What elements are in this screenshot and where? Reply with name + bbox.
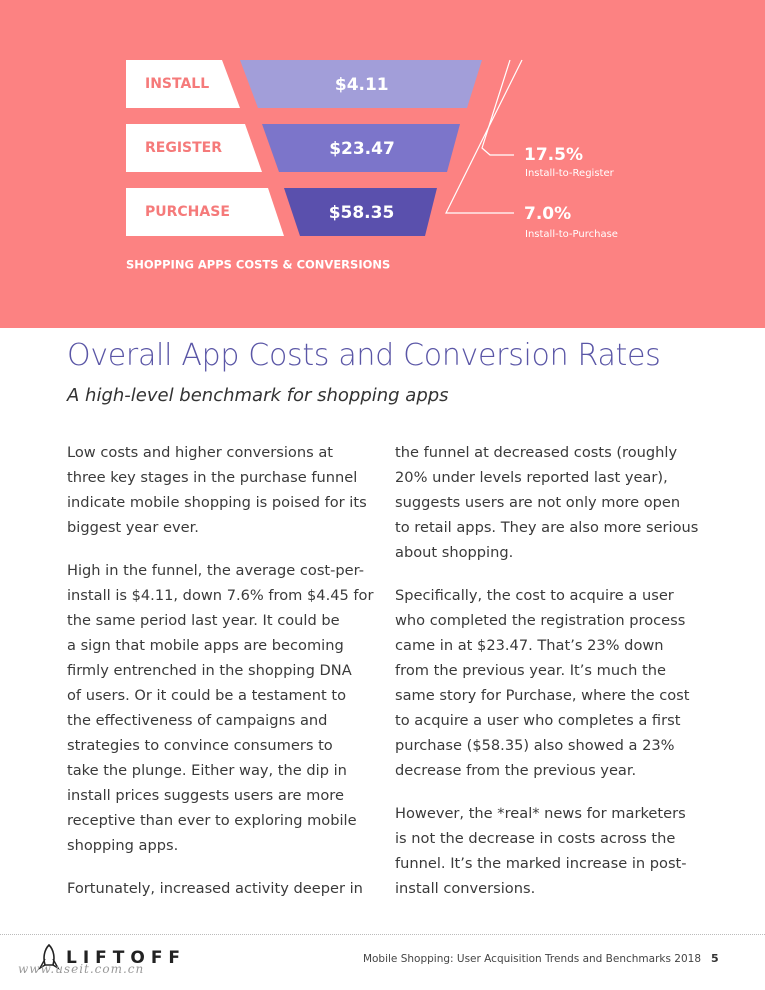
conversion-value: 7.0% (524, 204, 571, 224)
text-line: However, the *real* news for marketers (395, 805, 686, 822)
logo-icon (38, 944, 60, 970)
text-line: the same period last year. It could be (67, 612, 340, 629)
paragraph: However, the *real* news for marketers is… (395, 801, 715, 901)
text-line: to acquire a user who completes a first (395, 712, 681, 729)
text-line: who completed the registration process (395, 612, 686, 629)
text-line: biggest year ever. (67, 519, 199, 536)
text-line: suggests users are not only more open (395, 494, 681, 511)
stage-label: REGISTER (145, 140, 222, 156)
text-line: to retail apps. They are also more serio… (395, 519, 699, 536)
text-line: funnel. It’s the marked increase in post… (395, 855, 687, 872)
stage-label-box (126, 124, 262, 172)
footer-text: Mobile Shopping: User Acquisition Trends… (362, 953, 701, 965)
text-line: install conversions. (395, 880, 536, 897)
footer-rule (0, 934, 765, 935)
paragraph: Low costs and higher conversions at three… (67, 440, 387, 540)
text-line: a sign that mobile apps are becoming (67, 637, 344, 654)
text-line: shopping apps. (67, 837, 179, 854)
bracket (445, 59, 523, 214)
text-line: receptive than ever to exploring mobile (67, 812, 357, 829)
text-line: from the previous year. It’s much the (395, 662, 666, 679)
paragraph: Fortunately, increased activity deeper i… (67, 876, 387, 901)
logo: LIFTOFF (66, 948, 187, 968)
text-line: about shopping. (395, 544, 514, 561)
stage-label-box (126, 188, 284, 236)
stage-label: INSTALL (145, 76, 209, 92)
subtitle: A high-level benchmark for shopping apps (67, 385, 449, 406)
bracket (481, 59, 514, 156)
text-line: purchase ($58.35) also showed a 23% (395, 737, 675, 754)
paragraph: High in the funnel, the average cost-per… (67, 558, 387, 858)
text-line: the effectiveness of campaigns and (67, 712, 328, 729)
text-line: three key stages in the purchase funnel (67, 469, 358, 486)
stage-value: $23.47 (329, 139, 395, 159)
conversion-value: 17.5% (524, 145, 583, 165)
text-line: Fortunately, increased activity deeper i… (67, 880, 363, 897)
conversion-label: Install-to-Purchase (525, 229, 618, 240)
watermark: www.useit.com.cn (18, 962, 145, 976)
text-line: strategies to convince consumers to (67, 737, 333, 754)
text-line: take the plunge. Either way, the dip in (67, 762, 347, 779)
text-line: the funnel at decreased costs (roughly (395, 444, 678, 461)
text-column: Low costs and higher conversions at three… (67, 440, 387, 919)
stage-label-box (126, 60, 240, 108)
text-line: Specifically, the cost to acquire a user (395, 587, 674, 604)
conversion-label: Install-to-Register (525, 168, 615, 179)
text-line: firmly entrenched in the shopping DNA (67, 662, 352, 679)
caption: SHOPPING APPS COSTS & CONVERSIONS (126, 258, 390, 272)
stage-bar (240, 60, 482, 108)
text-line: is not the decrease in costs across the (395, 830, 676, 847)
text-line: of users. Or it could be a testament to (67, 687, 347, 704)
text-line: indicate mobile shopping is poised for i… (67, 494, 367, 511)
text-column: the funnel at decreased costs (roughly 20… (395, 440, 715, 919)
paragraph: the funnel at decreased costs (roughly 20… (395, 440, 715, 565)
stage-value: $4.11 (335, 75, 389, 95)
stage-value: $58.35 (329, 203, 395, 223)
text-line: Low costs and higher conversions at (67, 444, 333, 461)
title: Overall App Costs and Conversion Rates (67, 338, 661, 373)
paragraph: Specifically, the cost to acquire a user… (395, 583, 715, 783)
text-line: decrease from the previous year. (395, 762, 637, 779)
stage-bar (262, 124, 460, 172)
text-line: 20% under levels reported last year), (395, 469, 668, 486)
text-line: came in at $23.47. That’s 23% down (395, 637, 664, 654)
stage-bar (284, 188, 437, 236)
page-number: 5 (711, 952, 719, 965)
text-line: install is $4.11, down 7.6% from $4.45 f… (67, 587, 374, 604)
funnel-infographic: INSTALL $4.11 REGISTER $23.47 PURCHASE $58.35… (0, 0, 765, 328)
text-line: High in the funnel, the average cost-per… (67, 562, 364, 579)
text-line: install prices suggests users are more (67, 787, 344, 804)
funnel-stages: INSTALL $4.11 REGISTER $23.47 PURCHASE $58.35 (126, 60, 482, 236)
stage-label: PURCHASE (145, 204, 230, 220)
text-line: same story for Purchase, where the cost (395, 687, 690, 704)
